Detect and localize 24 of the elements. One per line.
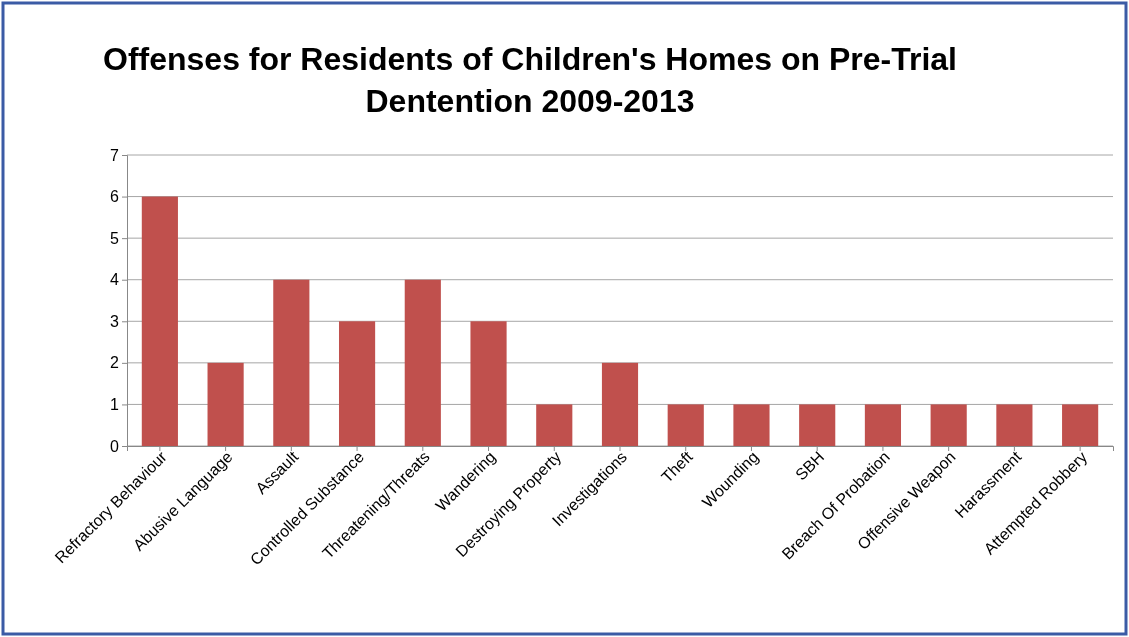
y-tick-label: 4 [110,271,120,289]
bar [404,279,441,446]
y-tick-label: 7 [110,146,120,164]
y-tick-label: 2 [110,354,120,372]
bar [536,404,573,446]
bar [733,404,770,446]
bar [141,196,178,446]
bar [667,404,704,446]
bar [273,279,310,446]
bar [1062,404,1099,446]
bar [207,362,244,446]
bar [996,404,1033,446]
bar [799,404,836,446]
bar [601,362,639,446]
y-tick-label: 6 [110,188,120,206]
bar [864,404,902,446]
bar [338,321,376,446]
y-tick-label: 5 [110,229,120,247]
y-tick-label: 3 [110,312,120,330]
chart-title: Offenses for Residents of Children's Homes on Pre-Trial Dentention 2009-2013 [102,41,958,119]
bar [930,404,967,446]
bar [470,321,507,446]
y-tick-label: 1 [110,396,120,414]
y-tick-label: 0 [110,437,120,455]
